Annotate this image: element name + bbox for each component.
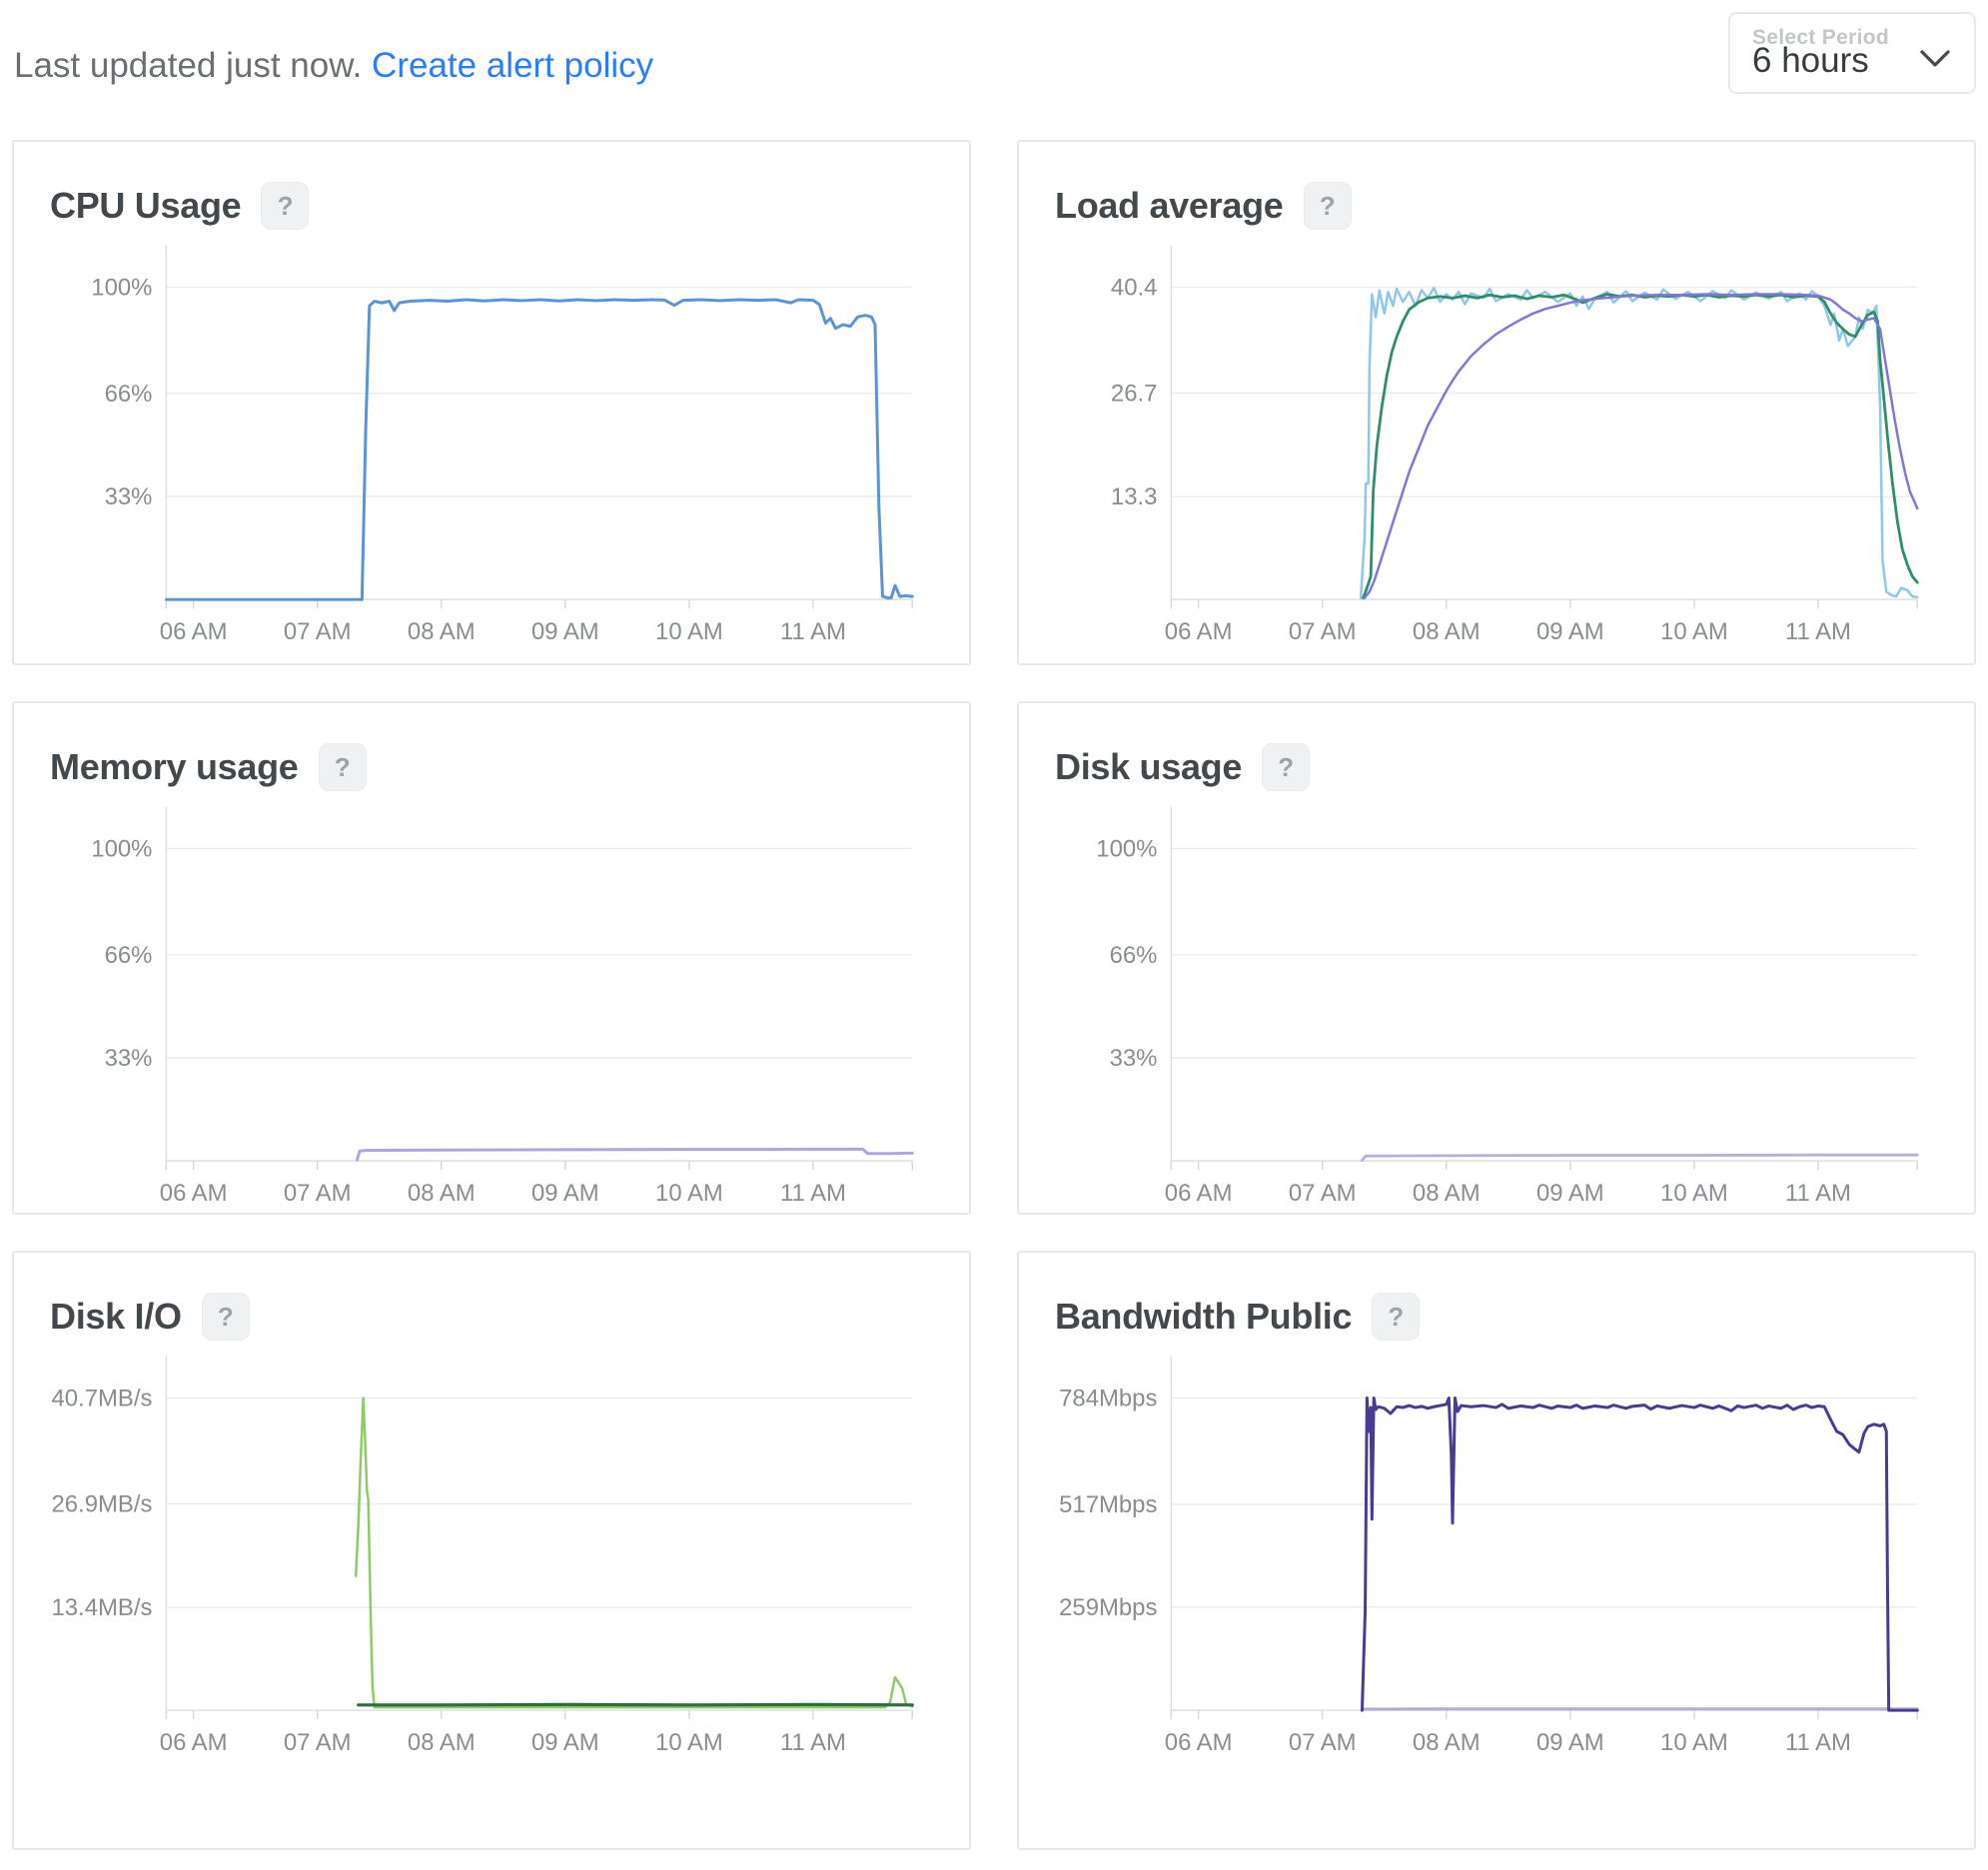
svg-text:09 AM: 09 AM xyxy=(531,618,599,645)
svg-text:11 AM: 11 AM xyxy=(1785,1180,1851,1207)
svg-text:66%: 66% xyxy=(105,942,153,969)
chevron-down-icon xyxy=(1920,50,1950,67)
memory-usage-title: Memory usage xyxy=(50,746,299,787)
svg-text:10 AM: 10 AM xyxy=(1660,1729,1728,1756)
svg-text:07 AM: 07 AM xyxy=(284,618,352,645)
svg-text:40.7MB/s: 40.7MB/s xyxy=(51,1385,152,1411)
panel-disk-usage: 100% 66% 33% 06 AM 07 AM 08 AM 09 AM 10 AM 11 AM… xyxy=(1017,701,1976,1215)
disk-io-chart: 40.7MB/s 26.9MB/s 13.4MB/s 06 AM 07 AM 08 AM 0… xyxy=(14,1253,969,1777)
svg-text:26.7: 26.7 xyxy=(1111,380,1158,407)
svg-text:09 AM: 09 AM xyxy=(531,1180,599,1207)
svg-text:06 AM: 06 AM xyxy=(160,1180,228,1207)
svg-text:08 AM: 08 AM xyxy=(408,1729,476,1756)
svg-text:07 AM: 07 AM xyxy=(1289,1729,1357,1756)
svg-text:07 AM: 07 AM xyxy=(284,1180,352,1207)
svg-text:07 AM: 07 AM xyxy=(1289,618,1357,645)
svg-text:13.4MB/s: 13.4MB/s xyxy=(51,1594,152,1621)
last-updated-label: Last updated just now. xyxy=(14,46,363,85)
last-updated-text: Last updated just now. Create alert poli… xyxy=(14,46,653,86)
svg-text:09 AM: 09 AM xyxy=(1536,1729,1604,1756)
svg-text:06 AM: 06 AM xyxy=(1165,1729,1233,1756)
disk-io-title: Disk I/O xyxy=(50,1296,182,1337)
bandwidth-public-chart: 784Mbps 517Mbps 259Mbps 06 AM 07 AM 08 AM 09 A… xyxy=(1019,1253,1974,1777)
svg-text:784Mbps: 784Mbps xyxy=(1059,1385,1157,1411)
svg-text:26.9MB/s: 26.9MB/s xyxy=(51,1490,152,1517)
svg-text:10 AM: 10 AM xyxy=(655,1180,723,1207)
svg-text:11 AM: 11 AM xyxy=(1785,618,1851,645)
panel-bandwidth-public: 784Mbps 517Mbps 259Mbps 06 AM 07 AM 08 AM 09 A… xyxy=(1017,1251,1976,1850)
svg-text:33%: 33% xyxy=(105,483,153,510)
svg-text:100%: 100% xyxy=(91,274,152,301)
panel-cpu-usage: 100% 66% 33% 06 AM 07 AM 08 AM 09 AM 10 AM 11 AM… xyxy=(12,140,971,665)
svg-text:66%: 66% xyxy=(1110,942,1158,969)
period-select[interactable]: Select Period 6 hours xyxy=(1728,12,1976,94)
disk-usage-chart: 100% 66% 33% 06 AM 07 AM 08 AM 09 AM 10 AM 11 AM xyxy=(1019,703,1974,1228)
svg-text:07 AM: 07 AM xyxy=(1289,1180,1357,1207)
help-icon[interactable]: ? xyxy=(201,1293,250,1341)
panel-memory-usage: 100% 66% 33% 06 AM 07 AM 08 AM 09 AM 10 AM 11 AM… xyxy=(12,701,971,1215)
load-average-title: Load average xyxy=(1055,185,1284,226)
svg-text:33%: 33% xyxy=(105,1045,153,1072)
svg-text:11 AM: 11 AM xyxy=(780,1729,846,1756)
svg-text:08 AM: 08 AM xyxy=(408,618,476,645)
help-icon[interactable]: ? xyxy=(1303,182,1352,230)
disk-usage-title: Disk usage xyxy=(1055,746,1243,787)
svg-text:100%: 100% xyxy=(1096,835,1157,862)
help-icon[interactable]: ? xyxy=(318,743,367,791)
svg-text:06 AM: 06 AM xyxy=(1165,618,1233,645)
svg-text:06 AM: 06 AM xyxy=(160,1729,228,1756)
svg-text:11 AM: 11 AM xyxy=(1785,1729,1851,1756)
svg-text:10 AM: 10 AM xyxy=(1660,1180,1728,1207)
svg-text:33%: 33% xyxy=(1110,1045,1158,1072)
svg-text:100%: 100% xyxy=(91,835,152,862)
top-bar: Last updated just now. Create alert poli… xyxy=(0,0,1988,140)
svg-text:11 AM: 11 AM xyxy=(780,618,846,645)
svg-text:07 AM: 07 AM xyxy=(284,1729,352,1756)
svg-text:13.3: 13.3 xyxy=(1111,483,1158,510)
cpu-usage-title: CPU Usage xyxy=(50,185,242,226)
svg-text:08 AM: 08 AM xyxy=(1413,618,1481,645)
svg-text:10 AM: 10 AM xyxy=(655,618,723,645)
svg-text:06 AM: 06 AM xyxy=(1165,1180,1233,1207)
panel-load-average: 40.4 26.7 13.3 06 AM 07 AM 08 AM 09 AM 10 AM 11 … xyxy=(1017,140,1976,665)
help-icon[interactable]: ? xyxy=(1372,1293,1421,1341)
svg-text:10 AM: 10 AM xyxy=(655,1729,723,1756)
help-icon[interactable]: ? xyxy=(1262,743,1311,791)
svg-text:517Mbps: 517Mbps xyxy=(1059,1491,1157,1518)
svg-text:08 AM: 08 AM xyxy=(408,1180,476,1207)
period-select-label: Select Period xyxy=(1752,26,1889,49)
bandwidth-public-title: Bandwidth Public xyxy=(1055,1296,1353,1337)
svg-text:06 AM: 06 AM xyxy=(160,618,228,645)
svg-text:259Mbps: 259Mbps xyxy=(1059,1594,1157,1621)
svg-text:09 AM: 09 AM xyxy=(1536,1180,1604,1207)
metrics-grid: 100% 66% 33% 06 AM 07 AM 08 AM 09 AM 10 AM 11 AM… xyxy=(12,140,1976,1850)
svg-text:08 AM: 08 AM xyxy=(1413,1180,1481,1207)
help-icon[interactable]: ? xyxy=(261,182,310,230)
create-alert-policy-link[interactable]: Create alert policy xyxy=(372,46,654,85)
cpu-usage-chart: 100% 66% 33% 06 AM 07 AM 08 AM 09 AM 10 AM 11 AM xyxy=(14,142,969,666)
period-select-value: 6 hours xyxy=(1752,41,1869,80)
svg-text:09 AM: 09 AM xyxy=(531,1729,599,1756)
svg-text:40.4: 40.4 xyxy=(1111,274,1158,301)
svg-text:08 AM: 08 AM xyxy=(1413,1729,1481,1756)
panel-disk-io: 40.7MB/s 26.9MB/s 13.4MB/s 06 AM 07 AM 08 AM 0… xyxy=(12,1251,971,1850)
svg-text:09 AM: 09 AM xyxy=(1536,618,1604,645)
svg-text:10 AM: 10 AM xyxy=(1660,618,1728,645)
svg-text:66%: 66% xyxy=(105,381,153,408)
load-average-chart: 40.4 26.7 13.3 06 AM 07 AM 08 AM 09 AM 10 AM 11 … xyxy=(1019,142,1974,666)
svg-text:11 AM: 11 AM xyxy=(780,1180,846,1207)
memory-usage-chart: 100% 66% 33% 06 AM 07 AM 08 AM 09 AM 10 AM 11 AM xyxy=(14,703,969,1228)
